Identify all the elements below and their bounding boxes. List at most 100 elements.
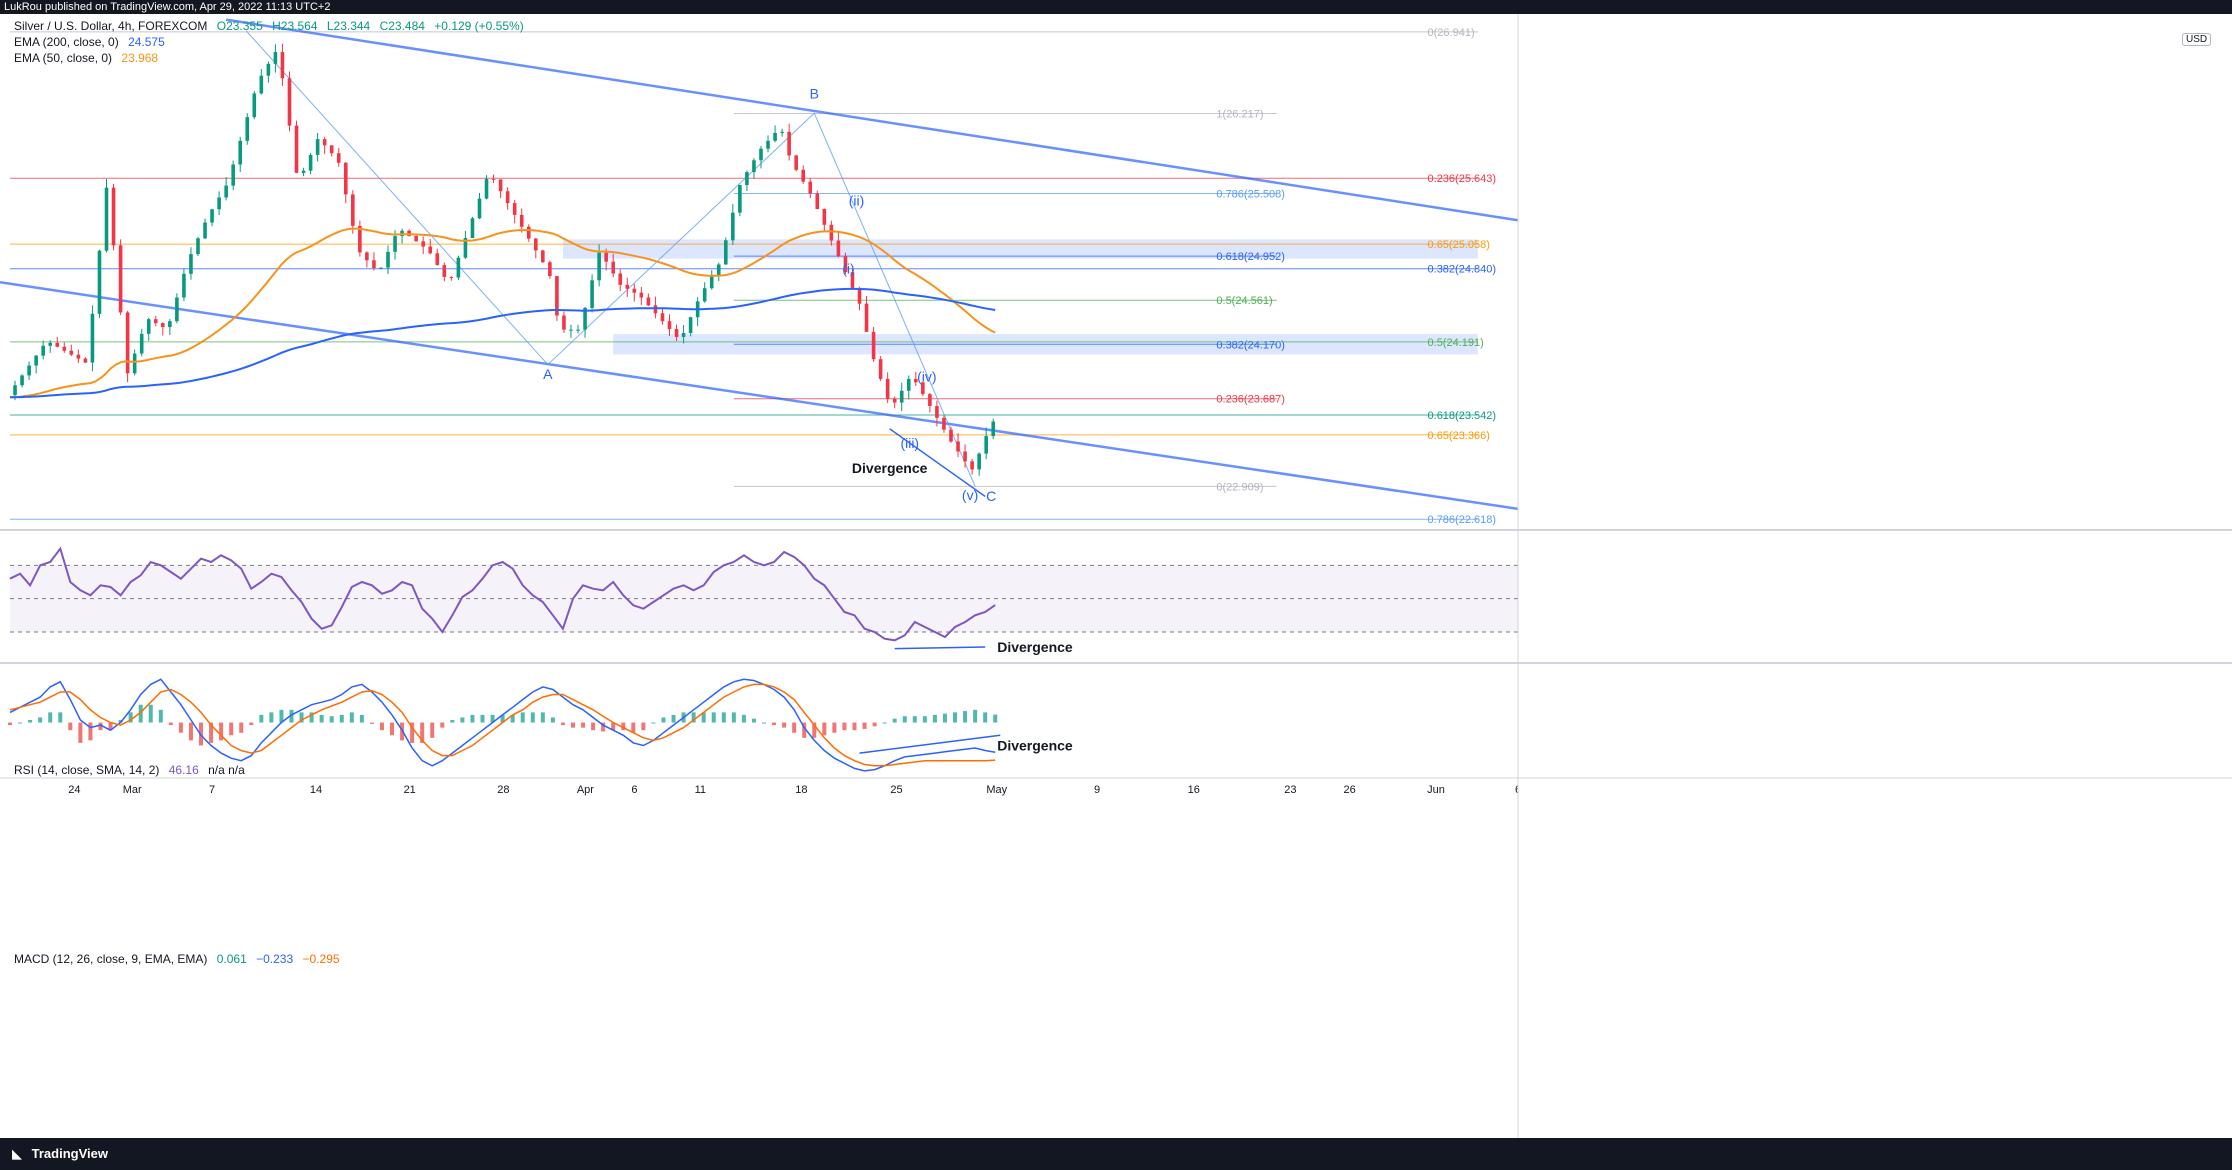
candlestick-series[interactable] — [13, 43, 996, 476]
macd-hist-bar — [219, 722, 224, 741]
candle-body — [393, 236, 397, 252]
candle-body — [850, 272, 855, 288]
price-divergence-line[interactable] — [889, 428, 986, 498]
macd-hist-bar — [349, 712, 354, 723]
fib-extension-label: 0.786(22.618) — [1428, 514, 1497, 526]
rsi-divergence-label[interactable]: Divergence — [997, 639, 1073, 655]
candle-body — [41, 345, 45, 356]
macd-hist-bar — [510, 714, 515, 723]
candle-body — [639, 292, 644, 298]
rsi-divergence-line[interactable] — [894, 646, 986, 650]
macd-hist-bar — [410, 722, 415, 743]
rsi-panel[interactable]: 80.0060.0040.0020.00Divergence46.16 — [9, 544, 1566, 656]
macd-hist-bar — [158, 709, 163, 723]
macd-hist-bar — [912, 716, 917, 723]
divergence-label[interactable]: Divergence — [852, 460, 928, 476]
macd-hist-bar — [711, 712, 716, 723]
candle-body — [273, 52, 278, 64]
candle-body — [611, 261, 615, 274]
ema50-line[interactable] — [9, 227, 996, 399]
candle-body — [97, 250, 102, 314]
candle-body — [351, 194, 355, 226]
signal-line[interactable] — [9, 683, 996, 767]
brand-bar: ◣ TradingView — [0, 1138, 2232, 1170]
elliott-wave-path[interactable] — [245, 30, 976, 487]
time-tick-label: 16 — [1188, 784, 1200, 796]
candle-body — [456, 257, 461, 278]
wave-i-label[interactable]: (i) — [842, 260, 854, 276]
fib-retracement-label: 0.786(25.508) — [1216, 188, 1285, 200]
wave-c-label[interactable]: C — [986, 488, 996, 504]
candle-body — [182, 273, 186, 298]
candle-body — [470, 218, 475, 239]
rsi-line[interactable] — [9, 546, 996, 642]
macd-hist-bar — [38, 717, 43, 723]
currency-badge[interactable]: USD — [2182, 33, 2212, 46]
macd-hist-bar — [450, 720, 455, 723]
ema50-value: 23.968 — [121, 51, 159, 65]
lower-channel-line[interactable] — [0, 281, 1519, 511]
candle-body — [885, 378, 890, 399]
rsi-label[interactable]: RSI (14, close, SMA, 14, 2) — [14, 763, 160, 777]
upper-channel-line[interactable] — [225, 18, 1519, 222]
wave-a-label[interactable]: A — [543, 366, 553, 382]
candle-body — [759, 148, 763, 161]
macd-hist-bar — [319, 714, 324, 723]
candle-body — [372, 260, 376, 269]
candle-body — [808, 181, 813, 194]
macd-hist-bar — [148, 704, 153, 723]
candle-body — [625, 284, 630, 289]
wave-iv-label[interactable]: (iv) — [917, 368, 936, 384]
wave-v-label[interactable]: (v) — [962, 487, 978, 503]
macd-hist-bar — [963, 711, 968, 723]
macd-hist-bar — [540, 712, 545, 723]
candle-body — [498, 179, 503, 192]
macd-legend: MACD (12, 26, close, 9, EMA, EMA) 0.061 … — [14, 951, 340, 967]
macd-hist-bar — [792, 722, 797, 733]
fib-retracement-label: 1(26.217) — [1216, 109, 1263, 121]
macd-hist-bar — [862, 722, 867, 729]
candle-body — [463, 238, 468, 258]
time-tick-label: 6 — [631, 784, 637, 796]
candle-body — [892, 398, 897, 403]
candle-body — [533, 238, 538, 251]
ema200-label[interactable]: EMA (200, close, 0) — [14, 35, 119, 49]
ohlc-close: C23.484 — [379, 19, 425, 33]
time-axis[interactable]: 24Mar7142128Apr6111825May9162326Jun6 — [68, 784, 1521, 796]
macd-hist-bar — [379, 722, 384, 731]
candle-body — [921, 382, 925, 395]
time-tick-label: Apr — [577, 784, 594, 796]
candle-body — [189, 254, 193, 274]
macd-hist-bar — [309, 712, 314, 723]
price-scale-area[interactable] — [1518, 14, 2232, 1138]
wave-ii-label[interactable]: (ii) — [849, 193, 865, 209]
macd-divergence-line[interactable] — [859, 734, 1001, 754]
macd-divergence-label[interactable]: Divergence — [997, 738, 1073, 754]
candle-body — [512, 203, 517, 215]
candle-body — [766, 140, 770, 149]
candle-body — [970, 461, 974, 470]
time-tick-label: 9 — [1094, 784, 1100, 796]
macd-hist-bar — [98, 722, 103, 731]
time-tick-label: 26 — [1344, 784, 1356, 796]
wave-b-label[interactable]: B — [810, 86, 819, 102]
macd-hist-bar — [28, 720, 33, 723]
candle-body — [956, 441, 960, 452]
macd-line[interactable] — [9, 678, 996, 772]
macd-label[interactable]: MACD (12, 26, close, 9, EMA, EMA) — [14, 952, 208, 966]
ohlc-open: O23.355 — [216, 19, 263, 33]
macd-panel[interactable]: 0.4000.2000.000−0.200Divergence0.061−0.2… — [8, 667, 1566, 772]
candle-body — [780, 131, 784, 133]
fib-extension-label: 0.65(25.058) — [1428, 239, 1490, 251]
symbol-title[interactable]: Silver / U.S. Dollar, 4h, FOREXCOM — [14, 19, 208, 33]
ema50-label[interactable]: EMA (50, close, 0) — [14, 51, 113, 65]
macd-hist-bar — [58, 712, 63, 723]
candle-body — [104, 187, 109, 251]
macd-hist-bar — [138, 704, 143, 723]
ema200-line[interactable] — [10, 287, 996, 399]
brand-text[interactable]: TradingView — [31, 1146, 108, 1161]
macd-histogram[interactable] — [8, 704, 998, 746]
candle-body — [118, 245, 123, 313]
price-panel[interactable]: 27.00026.80026.60026.40026.20026.00025.8… — [0, 18, 1566, 529]
